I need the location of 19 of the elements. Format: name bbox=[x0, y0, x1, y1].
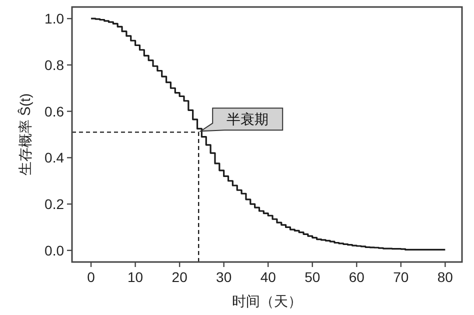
x-axis-title: 时间（天） bbox=[232, 293, 302, 309]
y-tick-label: 0.8 bbox=[44, 56, 64, 73]
x-tick-label: 80 bbox=[437, 269, 454, 285]
annotation: 半衰期 bbox=[226, 111, 269, 128]
y-tick-label: 0.2 bbox=[44, 196, 64, 212]
x-tick-label: 20 bbox=[172, 269, 188, 285]
x-tick-label: 40 bbox=[260, 269, 276, 285]
y-tick-label: 0.4 bbox=[44, 150, 64, 166]
x-tick-label: 10 bbox=[128, 269, 144, 285]
annotation: 半衰期 bbox=[198, 108, 284, 132]
x-tick-label: 60 bbox=[348, 269, 365, 285]
y-axis-title: 生存概率 Ŝ(t) bbox=[17, 93, 33, 176]
x-tick-label: 30 bbox=[216, 269, 232, 285]
y-tick-label: 0.0 bbox=[44, 242, 64, 258]
y-tick-label: 1.0 bbox=[44, 10, 64, 27]
y-tick-label: 0.6 bbox=[44, 103, 64, 120]
x-tick-label: 70 bbox=[393, 269, 409, 285]
x-tick-label: 50 bbox=[304, 269, 320, 285]
x-tick-label: 0 bbox=[87, 269, 96, 285]
